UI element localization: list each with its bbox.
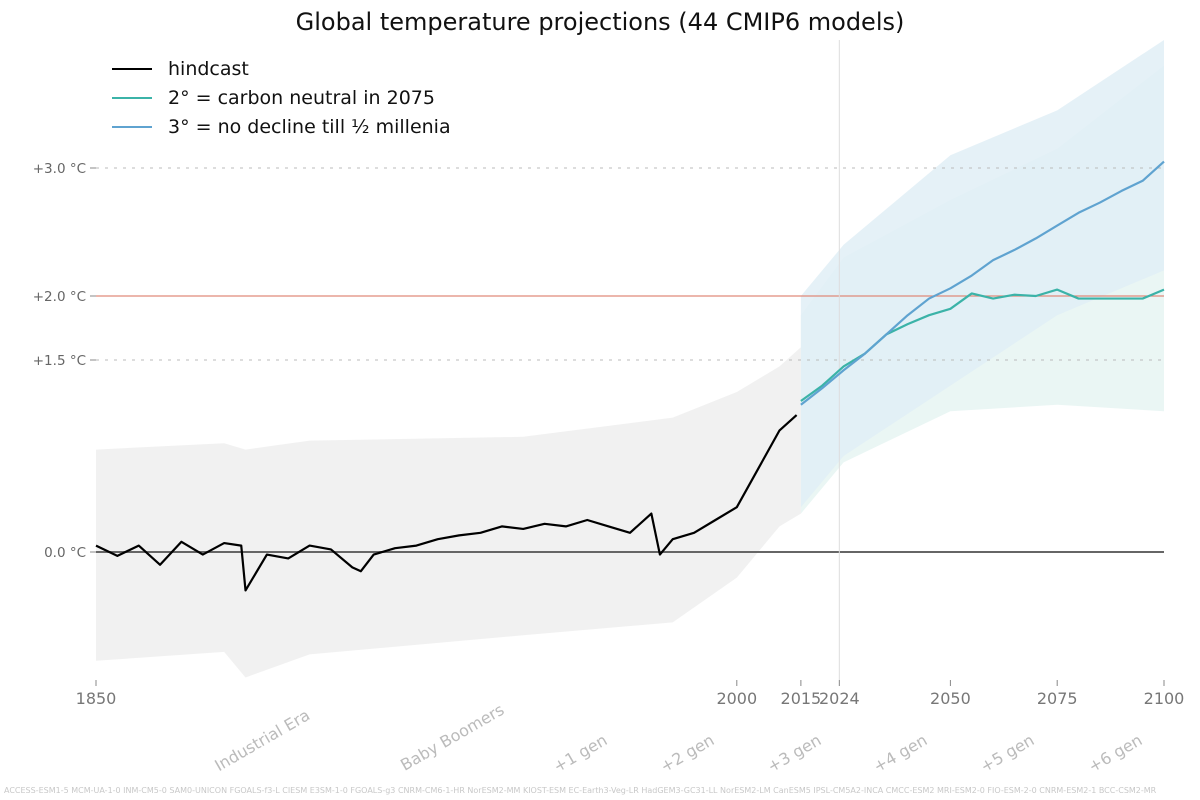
x-tick-label: 2050 (930, 689, 971, 708)
era-label: +2 gen (657, 730, 717, 776)
legend-label-hindcast: hindcast (168, 57, 249, 80)
x-tick-label: 2000 (716, 689, 757, 708)
legend-swatch-3deg (112, 125, 152, 128)
legend-label-2deg: 2° = carbon neutral in 2075 (168, 86, 435, 109)
y-tick-label: +2.0 °C (33, 289, 86, 305)
legend-item-2deg: 2° = carbon neutral in 2075 (112, 83, 451, 112)
legend-swatch-2deg (112, 96, 152, 99)
era-label: +1 gen (550, 730, 610, 776)
x-tick-label: 2100 (1144, 689, 1185, 708)
legend-label-3deg: 3° = no decline till ½ millenia (168, 115, 451, 138)
legend: hindcast 2° = carbon neutral in 2075 3° … (112, 54, 451, 141)
era-label: +6 gen (1085, 730, 1145, 776)
legend-item-3deg: 3° = no decline till ½ millenia (112, 112, 451, 141)
era-label: Industrial Era (211, 705, 313, 775)
x-tick-label: 2015 (781, 689, 822, 708)
era-label: Baby Boomers (397, 700, 507, 775)
era-label: +5 gen (977, 730, 1037, 776)
x-tick-label: 2024 (819, 689, 860, 708)
y-tick-label: +1.5 °C (33, 353, 86, 369)
era-label: +3 gen (764, 730, 824, 776)
uncertainty-bands (96, 40, 1164, 678)
y-axis: 0.0 °C +1.5 °C +2.0 °C +3.0 °C (33, 161, 96, 561)
era-label: +4 gen (870, 730, 930, 776)
band-hindcast-range (96, 347, 801, 678)
legend-item-hindcast: hindcast (112, 54, 451, 83)
y-tick-label: +3.0 °C (33, 161, 86, 177)
y-tick-label: 0.0 °C (44, 545, 86, 561)
series-line-hindcast (95, 414, 798, 592)
era-labels: Industrial Era Baby Boomers +1 gen +2 gen +3… (211, 700, 1145, 776)
legend-swatch-hindcast (112, 67, 152, 70)
series-line-3-no-decline-till-millenia (800, 160, 1165, 406)
series-lines (95, 160, 1165, 592)
model-list: ACCESS-ESM1-5 MCM-UA-1-0 INM-CM5-0 SAM0-… (4, 786, 1157, 795)
chart-title: Global temperature projections (44 CMIP6… (295, 8, 905, 36)
x-tick-label: 1850 (76, 689, 117, 708)
x-tick-label: 2075 (1037, 689, 1078, 708)
band-3-projection-range (800, 40, 1164, 508)
